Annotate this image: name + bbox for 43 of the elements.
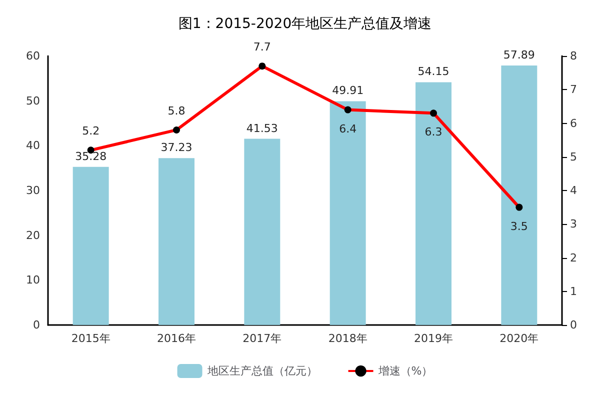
y2-tick-label: 6 bbox=[570, 116, 577, 130]
y-tick-label: 50 bbox=[26, 94, 40, 108]
x-tick-label: 2018年 bbox=[328, 332, 368, 345]
data-label: 5.8 bbox=[168, 104, 186, 118]
y-tick-label: 30 bbox=[26, 184, 40, 197]
legend-label: 地区生产总值（亿元） bbox=[206, 364, 318, 378]
x-tick-label: 2015年 bbox=[71, 332, 110, 345]
bar bbox=[501, 65, 538, 325]
data-label: 7.7 bbox=[253, 40, 271, 54]
y2-tick-label: 3 bbox=[570, 218, 577, 231]
bar bbox=[158, 158, 194, 325]
x-tick-label: 2017年 bbox=[242, 332, 282, 345]
y-tick-label: 20 bbox=[26, 228, 40, 242]
data-label: 41.53 bbox=[246, 122, 278, 135]
y-tick-label: 40 bbox=[26, 139, 40, 152]
x-tick-label: 2019年 bbox=[414, 332, 453, 345]
y2-tick-label: 7 bbox=[570, 83, 577, 96]
bar bbox=[330, 101, 366, 325]
data-label: 3.5 bbox=[510, 220, 528, 233]
y2-tick-label: 8 bbox=[570, 50, 577, 62]
x-tick-label: 2020年 bbox=[500, 332, 539, 345]
chart-title: 图1：2015-2020年地区生产总值及增速 bbox=[178, 16, 432, 32]
y-tick-label: 10 bbox=[26, 274, 40, 287]
y2-tick-label: 0 bbox=[570, 318, 577, 332]
data-label: 57.89 bbox=[503, 48, 535, 62]
data-label: 49.91 bbox=[332, 84, 364, 98]
y-tick-label: 0 bbox=[33, 318, 40, 332]
legend-label: 增速（%） bbox=[377, 364, 433, 378]
y-tick-label: 60 bbox=[26, 50, 40, 62]
bar bbox=[244, 138, 280, 325]
data-label: 6.4 bbox=[339, 122, 357, 136]
data-label: 5.2 bbox=[82, 124, 100, 138]
data-label: 35.28 bbox=[75, 150, 107, 163]
x-tick-label: 2016年 bbox=[157, 332, 196, 345]
bar bbox=[72, 166, 109, 325]
y2-tick-label: 4 bbox=[570, 184, 577, 197]
data-label: 37.23 bbox=[160, 141, 192, 154]
bar bbox=[416, 82, 452, 325]
data-label: 6.3 bbox=[424, 126, 442, 139]
y2-tick-label: 5 bbox=[570, 150, 577, 164]
y2-tick-label: 1 bbox=[570, 284, 577, 298]
data-label: 54.15 bbox=[418, 65, 450, 78]
y2-tick-label: 2 bbox=[570, 251, 577, 264]
